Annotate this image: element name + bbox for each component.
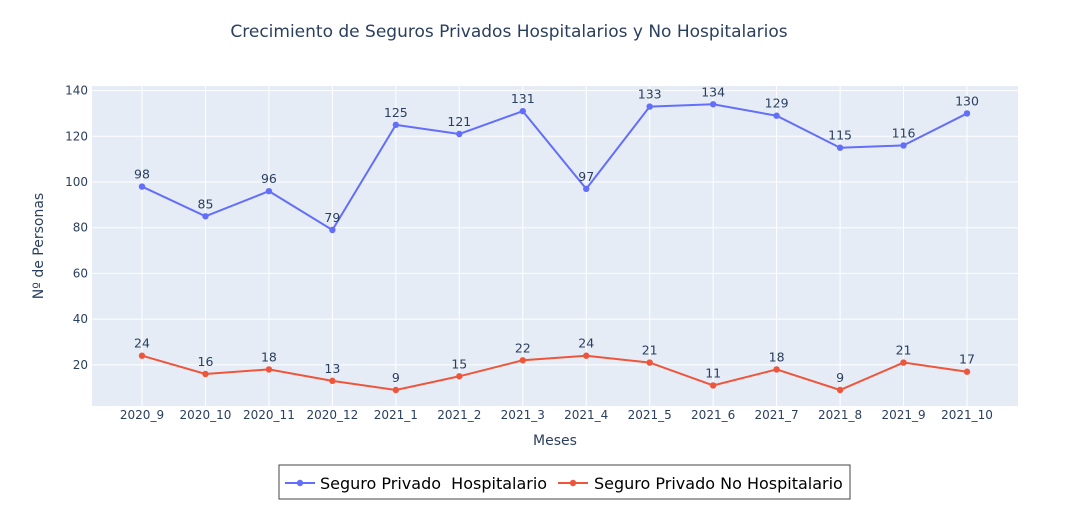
y-axis-title: Nº de Personas [31,193,47,299]
data-label: 130 [955,93,979,108]
data-point[interactable] [709,382,717,389]
x-tick-label: 2021_7 [755,408,799,422]
data-point[interactable] [519,107,526,115]
y-axis-ticks: 20 40 60 80 100 120 140 [65,84,88,372]
data-point[interactable] [773,112,780,119]
data-label: 97 [578,169,594,184]
data-point[interactable] [519,357,526,364]
data-point[interactable] [392,386,400,394]
data-point[interactable] [329,226,336,234]
legend-marker-hospitalario [296,479,304,487]
data-label: 24 [134,336,150,351]
data-point[interactable] [963,368,971,375]
data-label: 16 [198,354,214,369]
plot-area [92,86,1018,406]
data-label: 18 [769,349,785,364]
legend-label-no-hospitalario: Seguro Privado No Hospitalario [594,474,843,493]
data-label: 134 [701,84,725,99]
data-point[interactable] [138,183,146,190]
data-label: 131 [511,91,535,106]
data-label: 98 [134,167,150,182]
data-label: 9 [392,370,400,385]
data-point[interactable] [265,366,273,373]
data-point[interactable] [456,373,463,380]
series-layer: 98 85 96 79 125 121 131 97 133 134 129 115 116 130 24 1… [134,84,979,394]
x-tick-label: 2021_8 [818,408,862,422]
data-label: 129 [765,96,789,111]
x-tick-label: 2021_3 [501,408,545,422]
data-label: 17 [959,352,975,367]
data-label: 18 [261,349,277,364]
x-tick-label: 2021_4 [564,408,608,422]
data-label: 15 [451,356,467,371]
x-axis-title: Meses [533,433,577,449]
y-tick-label: 140 [65,84,88,98]
data-label: 116 [892,125,916,140]
data-point[interactable] [456,130,463,138]
legend-item-hospitalario[interactable]: Seguro Privado Hospitalario [285,474,547,493]
x-tick-label: 2021_10 [941,408,993,422]
data-point[interactable] [202,213,209,220]
data-label: 11 [705,365,721,380]
y-tick-label: 20 [73,358,88,372]
data-point[interactable] [836,386,844,394]
y-tick-label: 80 [73,221,88,235]
data-label: 21 [896,343,912,358]
x-tick-label: 2021_6 [691,408,735,422]
y-tick-label: 60 [73,266,88,280]
x-tick-label: 2021_1 [374,408,418,422]
data-label: 85 [198,196,214,211]
data-point[interactable] [583,185,590,193]
data-label: 125 [384,105,408,120]
series-1: 24 16 18 13 9 15 22 24 21 11 18 9 21 17 [134,336,975,394]
data-point[interactable] [646,359,653,366]
x-tick-label: 2020_10 [180,408,232,422]
data-label: 13 [324,361,340,376]
data-label: 9 [836,370,844,385]
data-point[interactable] [773,366,780,373]
data-label: 115 [828,128,852,143]
data-point[interactable] [709,101,717,108]
data-label: 79 [324,210,340,225]
x-tick-label: 2021_2 [437,408,481,422]
legend-item-no-hospitalario[interactable]: Seguro Privado No Hospitalario [558,474,843,493]
data-label: 121 [447,114,471,129]
data-point[interactable] [138,352,146,359]
y-tick-label: 40 [73,312,88,326]
data-point[interactable] [900,359,907,366]
legend-label-hospitalario: Seguro Privado Hospitalario [320,474,547,493]
x-tick-label: 2020_9 [120,408,164,422]
x-tick-label: 2021_5 [628,408,672,422]
data-label: 22 [515,340,531,355]
data-point[interactable] [900,142,907,149]
series-0: 98 85 96 79 125 121 131 97 133 134 129 115 116 130 [134,84,979,234]
data-point[interactable] [329,377,336,385]
series-line [141,103,968,232]
data-label: 133 [638,87,662,102]
data-point[interactable] [265,187,273,195]
data-point[interactable] [583,352,590,359]
legend-marker-no-hospitalario [569,479,577,487]
legend: Seguro Privado Hospitalario Seguro Priva… [278,464,851,500]
chart-title: Crecimiento de Seguros Privados Hospital… [230,22,787,42]
data-label: 96 [261,171,277,186]
series-line [141,354,968,392]
data-label: 24 [578,336,594,351]
data-point[interactable] [836,144,844,151]
data-point[interactable] [392,121,400,129]
data-label: 21 [642,343,658,358]
x-tick-label: 2021_9 [881,408,925,422]
x-axis-ticks: 2020_9 2020_10 2020_11 2020_12 2021_1 2021_2 2… [120,408,993,422]
data-point[interactable] [646,103,653,110]
x-tick-label: 2020_12 [306,408,358,422]
y-tick-label: 100 [65,175,88,189]
data-point[interactable] [202,370,209,378]
y-tick-label: 120 [65,129,88,143]
x-tick-label: 2020_11 [243,408,295,422]
data-point[interactable] [963,110,971,117]
